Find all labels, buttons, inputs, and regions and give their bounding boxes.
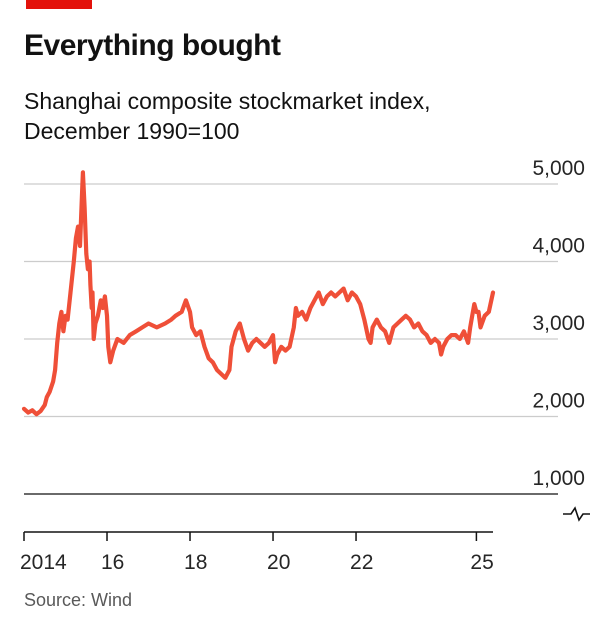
x-tick-label: 20 (267, 551, 290, 574)
x-tick-label: 18 (184, 551, 207, 574)
x-tick-label: 16 (101, 551, 124, 574)
source-note: Source: Wind (24, 590, 133, 610)
brand-accent-bar (26, 0, 92, 9)
x-axis-ticks: 2014 16 18 20 22 25 (20, 532, 494, 574)
y-tick-label: 1,000 (532, 467, 585, 490)
y-tick-label: 5,000 (532, 157, 585, 180)
series-group (21, 170, 496, 417)
x-tick-label: 2014 (20, 551, 67, 574)
subtitle-line-2: December 1990=100 (24, 118, 240, 144)
series-line-shanghai-composite (21, 170, 496, 417)
x-tick-label: 22 (350, 551, 373, 574)
subtitle-line-1: Shanghai composite stockmarket index, (24, 88, 431, 114)
y-tick-label: 2,000 (532, 390, 585, 413)
y-axis-labels: 1,000 2,000 3,000 4,000 5,000 (532, 157, 585, 490)
axis-break-icon (563, 506, 590, 522)
chart-subtitle: Shanghai composite stockmarket index, De… (24, 86, 584, 146)
y-tick-label: 3,000 (532, 312, 585, 335)
x-tick-label: 25 (470, 551, 493, 574)
y-tick-label: 4,000 (532, 235, 585, 258)
chart-title: Everything bought (24, 29, 281, 62)
